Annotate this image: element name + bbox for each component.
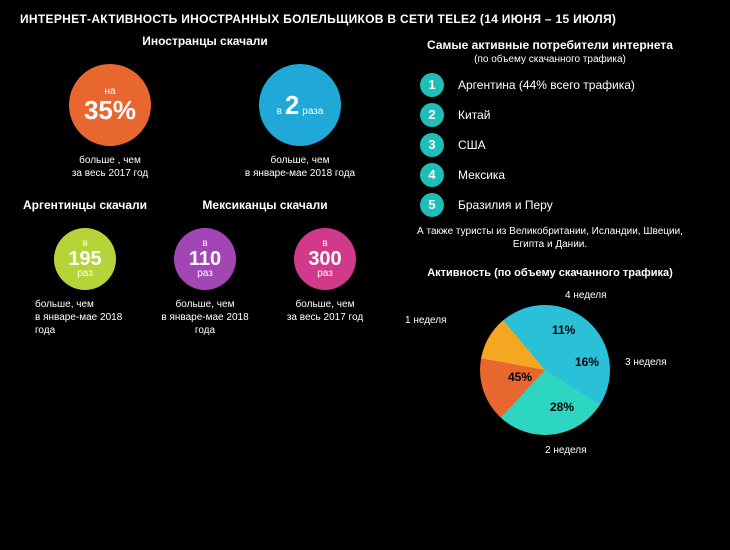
stat-circle: в 2 разабольше, чемв январе-мае 2018 год… — [220, 54, 380, 180]
pie-chart: 1 неделя 45% 2 неделя 28% 3 неделя 16% 4 недел… — [390, 285, 690, 465]
pie-slice-label: 2 неделя — [545, 445, 587, 456]
rank-item: 4Мексика — [420, 163, 710, 187]
ranking-title: Самые активные потребители интернета — [390, 38, 710, 54]
pie-slice-label: 3 неделя — [625, 357, 667, 368]
rank-item: 1Аргентина (44% всего трафика) — [420, 73, 710, 97]
page-title: ИНТЕРНЕТ-АКТИВНОСТЬ ИНОСТРАННЫХ БОЛЕЛЬЩИ… — [0, 0, 730, 34]
pie-slice-value: 16% — [575, 355, 599, 369]
pie-slice-value: 11% — [552, 323, 575, 337]
pie-slice-label: 4 неделя — [565, 290, 607, 301]
rank-item: 3США — [420, 133, 710, 157]
ranking-footer: А также туристы из Великобритании, Ислан… — [390, 225, 710, 251]
ranking-subtitle: (по объему скачанного трафика) — [390, 54, 710, 65]
bottom-groups: Аргентинцы скачалив195разбольше, чемв ян… — [20, 198, 390, 337]
bottom-group: Мексиканцы скачалив110разбольше, чемв ян… — [150, 198, 380, 337]
foreigners-circles: на35%больше , чемза весь 2017 годв 2 раз… — [20, 54, 390, 180]
pie-slice-label: 1 неделя — [405, 315, 447, 326]
bottom-group: Аргентинцы скачалив195разбольше, чемв ян… — [20, 198, 150, 337]
rank-item: 2Китай — [420, 103, 710, 127]
ranking-items: 1Аргентина (44% всего трафика) 2Китай 3США… — [390, 73, 710, 217]
foreigners-label: Иностранцы скачали — [20, 34, 390, 48]
pie-title: Активность (по объему скачанного трафика… — [390, 267, 710, 279]
stat-circle: на35%больше , чемза весь 2017 год — [30, 54, 190, 180]
rank-item: 5Бразилия и Перу — [420, 193, 710, 217]
pie-slice-value: 28% — [550, 400, 574, 414]
pie-slice-value: 45% — [508, 370, 532, 384]
